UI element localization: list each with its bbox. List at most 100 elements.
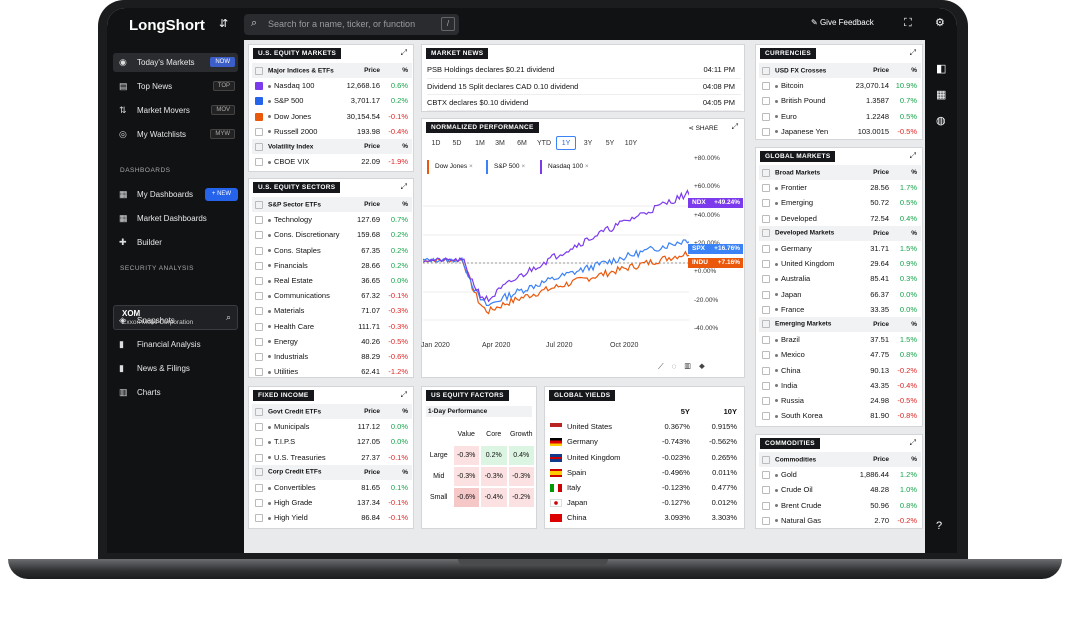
checkbox[interactable] — [762, 290, 770, 299]
checkbox[interactable] — [255, 499, 263, 508]
table-row[interactable]: Italy -0.123% 0.477% — [547, 480, 743, 495]
table-row[interactable]: United Kingdom 29.64 0.9% — [759, 256, 921, 271]
checkbox[interactable] — [255, 112, 263, 121]
expand-icon[interactable]: ⤢ — [731, 122, 738, 131]
checkbox[interactable] — [762, 336, 770, 345]
table-row[interactable]: High Grade 137.34 -0.1% — [252, 495, 412, 510]
checkbox[interactable] — [255, 127, 263, 136]
range-button-1d[interactable]: 1D — [431, 140, 441, 147]
range-button-1m[interactable]: 1M — [475, 140, 485, 147]
table-row[interactable]: Communications 67.32 -0.1% — [252, 288, 412, 303]
checkbox[interactable] — [762, 199, 770, 208]
checkbox[interactable] — [762, 366, 770, 375]
table-row[interactable]: Industrials 88.29 -0.6% — [252, 349, 412, 364]
table-row[interactable]: British Pound 1.3587 0.7% — [759, 93, 921, 108]
sidebar-item-todays-markets[interactable]: ◉ Today's Markets NOW — [113, 53, 238, 72]
range-button-6m[interactable]: 6M — [517, 140, 527, 147]
checkbox[interactable] — [762, 305, 770, 314]
checkbox[interactable] — [762, 245, 770, 254]
checkbox[interactable] — [255, 261, 263, 270]
checkbox[interactable] — [762, 381, 770, 390]
feedback-button[interactable]: ✎ Give Feedback — [811, 18, 874, 27]
table-row[interactable]: Real Estate 36.65 0.0% — [252, 273, 412, 288]
expand-icon[interactable]: ⤢ — [400, 48, 407, 57]
checkbox[interactable] — [255, 200, 263, 209]
range-button-5y[interactable]: 5Y — [605, 140, 615, 147]
checkbox[interactable] — [762, 97, 770, 106]
checkbox[interactable] — [762, 486, 770, 495]
table-row[interactable]: Gold 1,886.44 1.2% — [759, 467, 921, 482]
table-row[interactable]: Natural Gas 2.70 -0.2% — [759, 513, 921, 528]
sidebar-item-builder[interactable]: ✚ Builder — [113, 233, 238, 252]
checkbox[interactable] — [255, 337, 263, 346]
table-row[interactable]: China 3.093% 3.303% — [547, 510, 743, 525]
checkbox[interactable] — [762, 516, 770, 525]
news-item[interactable]: Dividend 15 Split declares CAD 0.10 divi… — [427, 78, 741, 95]
right-tool-icon[interactable]: ◧ — [936, 63, 947, 75]
settings-icon[interactable]: ⚙ — [935, 17, 945, 29]
table-row[interactable]: Municipals 117.12 0.0% — [252, 419, 412, 434]
table-row[interactable]: Convertibles 81.65 0.1% — [252, 480, 412, 495]
range-button-3m[interactable]: 3M — [495, 140, 505, 147]
search-input[interactable]: ⌕ Search for a name, ticker, or function… — [244, 14, 459, 35]
heatmap-cell[interactable]: -0.4% — [479, 486, 509, 509]
table-row[interactable]: Russia 24.98 -0.5% — [759, 393, 921, 408]
heatmap-cell[interactable]: -0.3% — [479, 465, 509, 488]
table-row[interactable]: Japanese Yen 103.0015 -0.5% — [759, 124, 921, 139]
share-button[interactable]: ⋖ SHARE — [688, 124, 718, 132]
table-row[interactable]: United States 0.367% 0.915% — [547, 419, 743, 434]
range-button-ytd[interactable]: YTD — [537, 140, 551, 147]
table-row[interactable]: Frontier 28.56 1.7% — [759, 180, 921, 195]
expand-icon[interactable]: ⤢ — [909, 151, 916, 160]
table-row[interactable]: United Kingdom -0.023% 0.265% — [547, 450, 743, 465]
heatmap-cell[interactable]: -0.3% — [451, 465, 481, 488]
checkbox[interactable] — [255, 142, 263, 151]
alert-icon[interactable]: ◍ — [936, 115, 946, 127]
table-row[interactable]: Materials 71.07 -0.3% — [252, 303, 412, 318]
range-button-1y[interactable]: 1Y — [556, 136, 576, 150]
checkbox[interactable] — [762, 214, 770, 223]
heatmap-cell[interactable]: -0.3% — [451, 444, 481, 467]
chart-tool-icons[interactable]: ⟋◌▥◆ — [658, 362, 714, 371]
table-row[interactable]: China 90.13 -0.2% — [759, 362, 921, 377]
checkbox[interactable] — [255, 322, 263, 331]
news-item[interactable]: PSB Holdings declares $0.21 dividend 04:1… — [427, 62, 741, 79]
news-headline[interactable]: CBTX declares $0.10 dividend — [427, 94, 678, 111]
checkbox[interactable] — [762, 275, 770, 284]
checkbox[interactable] — [762, 412, 770, 421]
checkbox[interactable] — [255, 407, 263, 416]
remove-icon[interactable]: × — [519, 163, 526, 170]
table-row[interactable]: Japan 66.37 0.0% — [759, 287, 921, 302]
table-row[interactable]: Energy 40.26 -0.5% — [252, 334, 412, 349]
series-chip[interactable]: Nasdaq 100 × — [540, 160, 589, 174]
checkbox[interactable] — [255, 352, 263, 361]
checkbox[interactable] — [255, 158, 263, 167]
sidebar-item-financial-analysis[interactable]: ▮ Financial Analysis — [113, 335, 238, 354]
news-headline[interactable]: PSB Holdings declares $0.21 dividend — [427, 62, 678, 79]
checkbox[interactable] — [255, 307, 263, 316]
heatmap-cell[interactable]: -0.6% — [451, 486, 481, 509]
checkbox[interactable] — [255, 66, 263, 75]
new-dashboard-button[interactable]: + NEW — [205, 188, 238, 201]
checkbox[interactable] — [255, 468, 263, 477]
sidebar-item-news-filings[interactable]: ▮ News & Filings — [113, 359, 238, 378]
checkbox[interactable] — [762, 471, 770, 480]
checkbox[interactable] — [255, 423, 263, 432]
heatmap-cell[interactable]: -0.2% — [506, 486, 536, 509]
table-row[interactable]: Crude Oil 48.28 1.0% — [759, 482, 921, 497]
calendar-icon[interactable]: ▦ — [936, 89, 947, 101]
range-button-5d[interactable]: 5D — [452, 140, 462, 147]
checkbox[interactable] — [255, 484, 263, 493]
checkbox[interactable] — [762, 396, 770, 405]
checkbox[interactable] — [255, 438, 263, 447]
checkbox[interactable] — [255, 292, 263, 301]
checkbox[interactable] — [762, 320, 770, 329]
table-row[interactable]: CBOE VIX 22.09 -1.9% — [252, 154, 412, 169]
checkbox[interactable] — [255, 82, 263, 91]
table-row[interactable]: T.I.P.S 127.05 0.0% — [252, 434, 412, 449]
table-row[interactable]: South Korea 81.90 -0.8% — [759, 408, 921, 423]
checkbox[interactable] — [762, 112, 770, 121]
checkbox[interactable] — [762, 66, 770, 75]
heatmap-cell[interactable]: -0.3% — [506, 465, 536, 488]
filter-icon[interactable]: ⇵ — [219, 18, 229, 30]
